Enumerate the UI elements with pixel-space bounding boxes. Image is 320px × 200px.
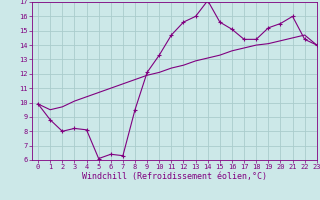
X-axis label: Windchill (Refroidissement éolien,°C): Windchill (Refroidissement éolien,°C) (82, 172, 267, 181)
